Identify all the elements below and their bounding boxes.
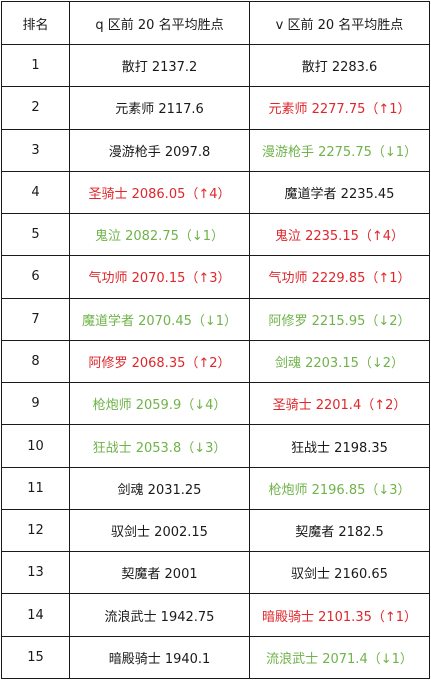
- rank-cell: 6: [1, 255, 70, 299]
- table-row: 6 气功师 2070.15（↑3） 气功师 2229.85（↑1）: [1, 255, 430, 299]
- table-row: 1 散打 2137.2 散打 2283.6: [1, 43, 430, 88]
- table-row: 2 元素师 2117.6 元素师 2277.75（↑1）: [1, 86, 430, 130]
- q-zone-cell: 契魔者 2001: [69, 551, 250, 595]
- q-zone-cell: 圣骑士 2086.05（↑4）: [69, 170, 250, 215]
- v-zone-cell: 驭剑士 2160.65: [249, 551, 430, 595]
- v-zone-cell: 元素师 2277.75（↑1）: [249, 86, 430, 130]
- rank-cell: 14: [1, 593, 70, 637]
- q-zone-cell: 阿修罗 2068.35（↑2）: [69, 339, 250, 384]
- table-row: 11 剑魂 2031.25 枪炮师 2196.85（↓3）: [1, 466, 430, 510]
- v-zone-cell: 圣骑士 2201.4（↑2）: [249, 382, 430, 426]
- rank-cell: 10: [1, 424, 70, 468]
- table-row: 12 驭剑士 2002.15 契魔者 2182.5: [1, 508, 430, 553]
- q-zone-cell: 枪炮师 2059.9（↓4）: [69, 382, 250, 426]
- q-zone-cell: 剑魂 2031.25: [69, 466, 250, 510]
- header-v-zone: v 区前 20 名平均胜点: [249, 1, 430, 45]
- header-row: 排名 q 区前 20 名平均胜点 v 区前 20 名平均胜点: [1, 1, 430, 45]
- v-zone-cell: 狂战士 2198.35: [249, 424, 430, 468]
- q-zone-cell: 流浪武士 1942.75: [69, 593, 250, 637]
- table-row: 5 鬼泣 2082.75（↓1） 鬼泣 2235.15（↑4）: [1, 213, 430, 257]
- q-zone-cell: 暗殿骑士 1940.1: [69, 635, 250, 680]
- rank-cell: 5: [1, 213, 70, 257]
- rank-cell: 3: [1, 128, 70, 172]
- rank-cell: 2: [1, 86, 70, 130]
- q-zone-cell: 鬼泣 2082.75（↓1）: [69, 213, 250, 257]
- rank-cell: 15: [1, 635, 70, 680]
- q-zone-cell: 驭剑士 2002.15: [69, 508, 250, 553]
- v-zone-cell: 散打 2283.6: [249, 43, 430, 88]
- v-zone-cell: 气功师 2229.85（↑1）: [249, 255, 430, 299]
- rank-cell: 7: [1, 297, 70, 341]
- table-row: 13 契魔者 2001 驭剑士 2160.65: [1, 551, 430, 595]
- header-rank: 排名: [1, 1, 70, 45]
- table-row: 8 阿修罗 2068.35（↑2） 剑魂 2203.15（↓2）: [1, 339, 430, 384]
- q-zone-cell: 散打 2137.2: [69, 43, 250, 88]
- q-zone-cell: 漫游枪手 2097.8: [69, 128, 250, 172]
- table-row: 3 漫游枪手 2097.8 漫游枪手 2275.75（↓1）: [1, 128, 430, 172]
- q-zone-cell: 魔道学者 2070.45（↓1）: [69, 297, 250, 341]
- rank-cell: 8: [1, 339, 70, 384]
- v-zone-cell: 阿修罗 2215.95（↓2）: [249, 297, 430, 341]
- q-zone-cell: 气功师 2070.15（↑3）: [69, 255, 250, 299]
- v-zone-cell: 流浪武士 2071.4（↓1）: [249, 635, 430, 680]
- rank-cell: 1: [1, 43, 70, 88]
- table-row: 4 圣骑士 2086.05（↑4） 魔道学者 2235.45: [1, 170, 430, 215]
- v-zone-cell: 鬼泣 2235.15（↑4）: [249, 213, 430, 257]
- header-q-zone: q 区前 20 名平均胜点: [69, 1, 250, 45]
- table-row: 14 流浪武士 1942.75 暗殿骑士 2101.35（↑1）: [1, 593, 430, 637]
- rank-cell: 11: [1, 466, 70, 510]
- rank-cell: 9: [1, 382, 70, 426]
- rank-cell: 4: [1, 170, 70, 215]
- q-zone-cell: 元素师 2117.6: [69, 86, 250, 130]
- table-row: 15 暗殿骑士 1940.1 流浪武士 2071.4（↓1）: [1, 635, 430, 680]
- v-zone-cell: 剑魂 2203.15（↓2）: [249, 339, 430, 384]
- table-row: 7 魔道学者 2070.45（↓1） 阿修罗 2215.95（↓2）: [1, 297, 430, 341]
- v-zone-cell: 漫游枪手 2275.75（↓1）: [249, 128, 430, 172]
- q-zone-cell: 狂战士 2053.8（↓3）: [69, 424, 250, 468]
- rank-cell: 12: [1, 508, 70, 553]
- table-row: 9 枪炮师 2059.9（↓4） 圣骑士 2201.4（↑2）: [1, 382, 430, 426]
- table-row: 10 狂战士 2053.8（↓3） 狂战士 2198.35: [1, 424, 430, 468]
- v-zone-cell: 枪炮师 2196.85（↓3）: [249, 466, 430, 510]
- v-zone-cell: 契魔者 2182.5: [249, 508, 430, 553]
- v-zone-cell: 魔道学者 2235.45: [249, 170, 430, 215]
- rank-cell: 13: [1, 551, 70, 595]
- v-zone-cell: 暗殿骑士 2101.35（↑1）: [249, 593, 430, 637]
